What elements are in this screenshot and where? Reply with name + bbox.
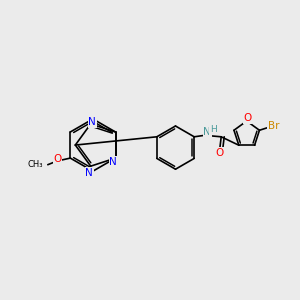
Text: O: O — [243, 113, 251, 123]
Text: N: N — [88, 117, 96, 128]
Text: N: N — [203, 127, 211, 137]
Text: O: O — [53, 154, 62, 164]
Text: Br: Br — [268, 122, 279, 131]
Text: CH₃: CH₃ — [28, 160, 43, 169]
Text: N: N — [85, 168, 93, 178]
Text: O: O — [215, 148, 223, 158]
Text: H: H — [210, 125, 217, 134]
Text: N: N — [109, 157, 117, 167]
